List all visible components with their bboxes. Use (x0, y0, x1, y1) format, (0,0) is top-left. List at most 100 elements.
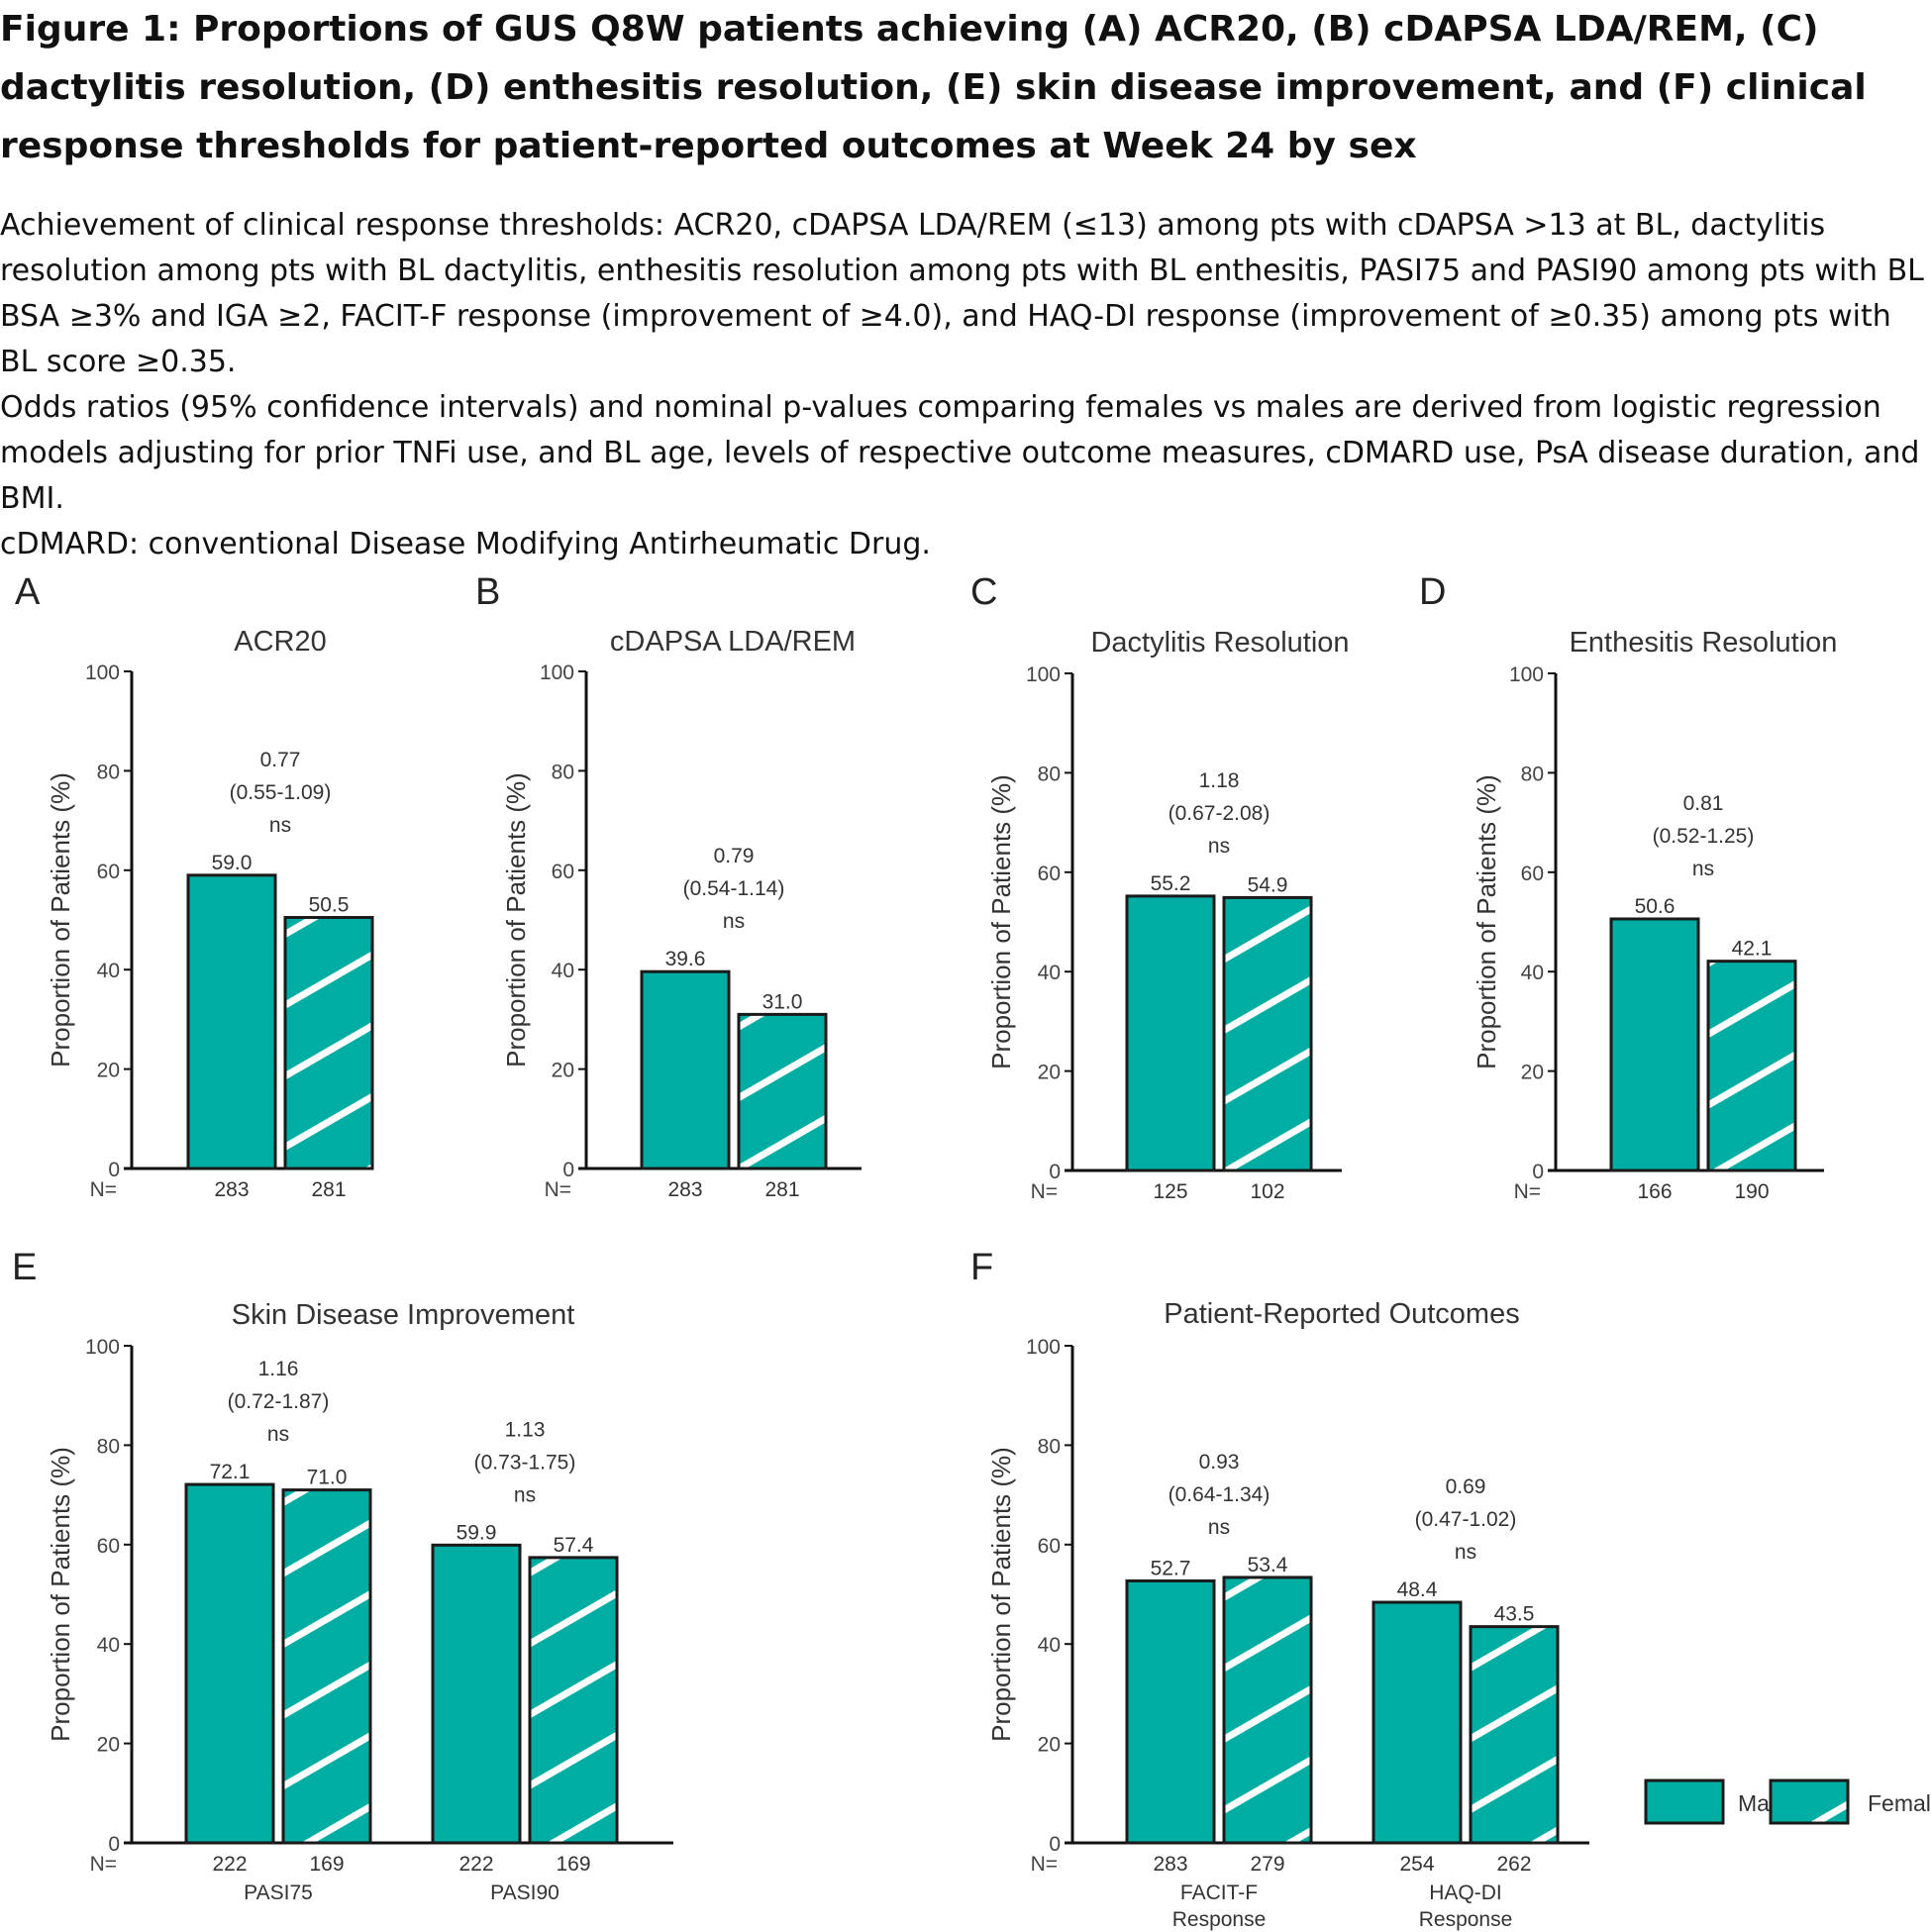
y-tick-label: 20 (1038, 1734, 1061, 1757)
bar-male (1372, 1600, 1463, 1845)
odds-ratio: 0.77 (260, 749, 301, 771)
chart-title: Dactylitis Resolution (1090, 627, 1349, 659)
significance: ns (723, 910, 745, 933)
n-value-male: 125 (1153, 1180, 1187, 1203)
y-tick-label: 80 (552, 761, 574, 783)
y-tick-label: 60 (1521, 863, 1544, 885)
y-tick-label: 20 (1038, 1062, 1061, 1084)
n-label: N= (545, 1178, 571, 1201)
y-tick-label: 0 (108, 1159, 120, 1181)
legend-swatch-male (1644, 1779, 1725, 1825)
significance: ns (1455, 1541, 1476, 1564)
bar-male (431, 1543, 522, 1845)
y-tick-label: 40 (1038, 962, 1061, 984)
odds-ratio: 0.93 (1199, 1451, 1240, 1474)
data-label-male: 59.0 (212, 852, 253, 874)
caption-line-3: cDMARD: conventional Disease Modifying A… (0, 527, 931, 561)
y-axis-label: Proportion of Patients (%) (986, 774, 1016, 1069)
n-value-female: 281 (311, 1178, 346, 1201)
bar-male (186, 873, 277, 1170)
bar-female (283, 915, 374, 1170)
confidence-interval: (0.52-1.25) (1653, 825, 1755, 848)
category-label: PASI75 (244, 1881, 313, 1904)
y-tick-label: 0 (1049, 1161, 1061, 1183)
y-tick-label: 40 (97, 1634, 120, 1657)
panel-letter: A (15, 571, 41, 613)
confidence-interval: (0.55-1.09) (230, 781, 332, 804)
odds-ratio: 1.18 (1199, 769, 1240, 792)
n-label: N= (1031, 1180, 1058, 1203)
y-tick-label: 40 (1038, 1634, 1061, 1657)
data-label-female: 31.0 (762, 990, 803, 1013)
y-tick-label: 100 (540, 661, 574, 684)
y-tick-label: 80 (1521, 763, 1544, 785)
y-tick-label: 0 (562, 1159, 574, 1181)
chart-title: ACR20 (234, 626, 327, 658)
y-tick-label: 0 (1049, 1833, 1061, 1856)
n-label: N= (1514, 1180, 1541, 1203)
bar-female (528, 1556, 619, 1845)
odds-ratio: 1.16 (258, 1358, 299, 1380)
n-value-female: 169 (556, 1853, 590, 1876)
data-label-male: 39.6 (665, 948, 706, 970)
bar-female (1222, 895, 1313, 1172)
y-tick-label: 100 (85, 1336, 120, 1359)
odds-ratio: 1.13 (505, 1418, 546, 1441)
bar-male (184, 1482, 275, 1845)
y-axis-label: Proportion of Patients (%) (501, 772, 531, 1068)
y-tick-label: 80 (1038, 1435, 1061, 1458)
y-tick-label: 20 (1521, 1062, 1544, 1084)
legend-swatch-female (1769, 1779, 1850, 1825)
panel-c: C Dactylitis Resolution Proportion of Pati… (970, 571, 1350, 1203)
confidence-interval: (0.64-1.34) (1169, 1483, 1270, 1506)
data-label-female: 54.9 (1248, 873, 1288, 896)
n-value-male: 166 (1637, 1180, 1672, 1203)
y-tick-label: 60 (1038, 1535, 1061, 1558)
bar-male (1125, 894, 1216, 1172)
y-tick-label: 60 (552, 861, 574, 883)
caption-line-2: Odds ratios (95% confidence intervals) a… (0, 390, 1920, 516)
data-label-female: 43.5 (1494, 1603, 1535, 1626)
n-value-female: 281 (764, 1178, 799, 1201)
y-tick-label: 100 (1509, 663, 1544, 686)
n-value-female: 169 (309, 1853, 344, 1876)
data-label-male: 52.7 (1151, 1557, 1191, 1579)
data-label-male: 55.2 (1151, 872, 1191, 895)
legend: MaleFemale (1644, 1779, 1931, 1825)
y-axis-label: Proportion of Patients (%) (46, 772, 75, 1068)
y-tick-label: 60 (97, 1535, 120, 1558)
category-label: Response (1419, 1908, 1513, 1931)
y-tick-label: 80 (1038, 763, 1061, 785)
data-label-female: 53.4 (1248, 1554, 1288, 1576)
y-axis-label: Proportion of Patients (%) (986, 1447, 1016, 1742)
y-tick-label: 20 (97, 1060, 120, 1082)
figure-caption: Achievement of clinical response thresho… (0, 203, 1931, 567)
data-label-female: 42.1 (1732, 938, 1773, 961)
bar-male (1609, 917, 1700, 1172)
figure-title: Figure 1: Proportions of GUS Q8W patient… (0, 9, 1867, 166)
n-label: N= (90, 1178, 117, 1201)
y-tick-label: 40 (552, 960, 574, 982)
panel-a: A ACR20 Proportion of Patients (%) 0 20 40 60 8… (15, 571, 374, 1201)
significance: ns (514, 1483, 536, 1506)
n-label: N= (90, 1853, 117, 1876)
chart-title: Patient-Reported Outcomes (1164, 1298, 1519, 1330)
confidence-interval: (0.73-1.75) (474, 1451, 576, 1474)
y-tick-label: 0 (108, 1833, 120, 1856)
significance: ns (269, 814, 291, 837)
caption-line-1: Achievement of clinical response thresho… (0, 208, 1924, 379)
y-tick-label: 40 (1521, 962, 1544, 984)
panel-d: D Enthesitis Resolution Proportion of Pati… (1419, 571, 1837, 1203)
panel-letter: F (970, 1247, 993, 1288)
bar-male (1125, 1578, 1216, 1845)
n-value-female: 262 (1496, 1853, 1531, 1876)
confidence-interval: (0.54-1.14) (683, 877, 785, 900)
panel-letter: E (12, 1247, 37, 1288)
odds-ratio: 0.81 (1683, 792, 1724, 815)
confidence-interval: (0.47-1.02) (1415, 1508, 1517, 1531)
n-value-female: 102 (1250, 1180, 1284, 1203)
data-label-male: 59.9 (457, 1521, 497, 1544)
bar-female (1469, 1625, 1560, 1845)
